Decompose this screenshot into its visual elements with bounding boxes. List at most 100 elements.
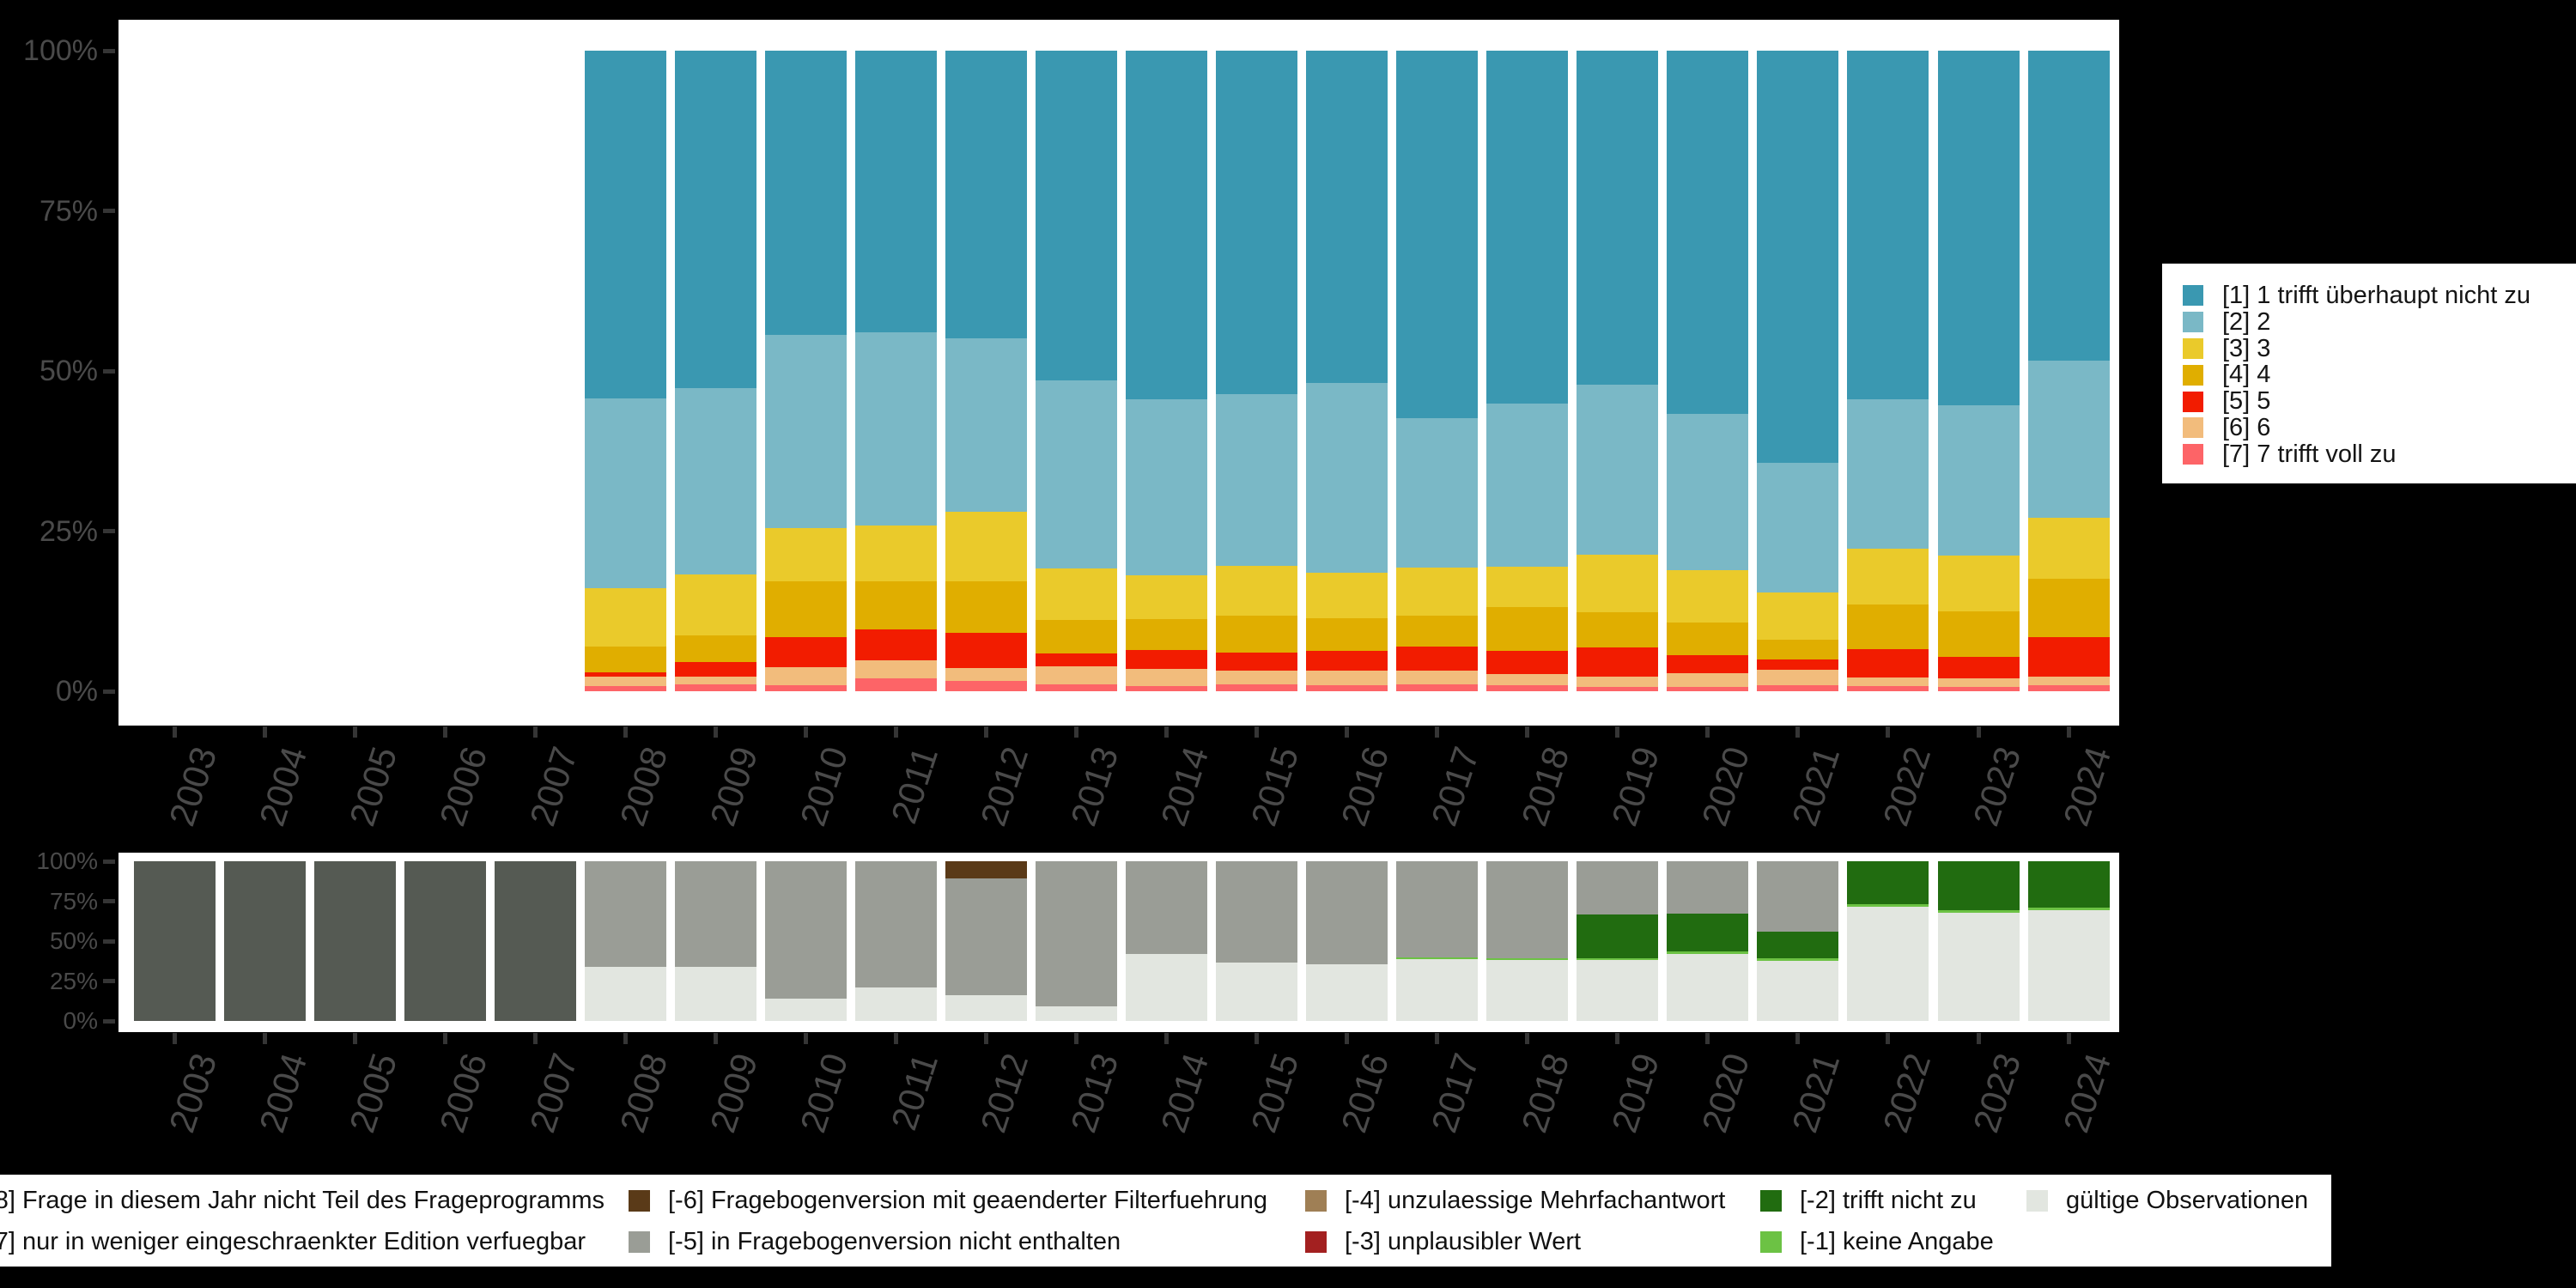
bar-segment (1667, 655, 1749, 674)
bar-segment (2027, 909, 2110, 1021)
bar-segment (1396, 957, 1479, 960)
bar-segment (945, 337, 1027, 513)
bar-segment (854, 51, 937, 333)
x-axis-label: 2024 (2055, 1048, 2118, 1138)
legend-label: [5] 5 (2222, 387, 2271, 416)
bar-missings-2024 (2027, 861, 2110, 1021)
bar-segment (854, 861, 937, 987)
y-tick (103, 48, 115, 53)
x-tick (1795, 1033, 1801, 1044)
y-axis-label: 100% (23, 34, 98, 67)
legend-label: [-8] Frage in diesem Jahr nicht Teil des… (0, 1186, 605, 1214)
bar-segment (674, 966, 756, 1021)
bar-segment (1396, 683, 1479, 691)
bar-segment (1486, 51, 1569, 404)
x-tick (1976, 726, 1981, 738)
bar-segment (1577, 384, 1659, 556)
bar-segment (1757, 958, 1839, 962)
x-axis-label: 2012 (972, 1048, 1036, 1138)
x-tick (1074, 726, 1078, 738)
bar-missings-2005 (313, 861, 396, 1021)
x-axis-label: 2005 (341, 742, 404, 831)
x-tick (172, 726, 177, 738)
bar-antworten-2017 (1396, 51, 1479, 691)
bar-segment (1216, 683, 1298, 691)
bar-segment (1757, 669, 1839, 686)
x-axis-label: 2009 (702, 1048, 766, 1138)
bar-segment (1757, 961, 1839, 1021)
bar-segment (1306, 51, 1388, 384)
bar-segment (1216, 963, 1298, 1021)
bar-segment (1126, 618, 1207, 651)
legend-swatch (1305, 1230, 1327, 1253)
x-tick (1886, 1033, 1891, 1044)
x-tick (713, 1033, 718, 1044)
bar-segment (1216, 393, 1298, 566)
bar-segment (854, 332, 937, 526)
x-axis-label: 2016 (1333, 1048, 1397, 1138)
bar-segment (764, 861, 847, 999)
bar-segment (1577, 861, 1659, 915)
x-tick (1255, 1033, 1260, 1044)
y-axis-label: 75% (39, 194, 98, 228)
legend-swatch (2183, 391, 2203, 412)
bar-segment (764, 580, 847, 638)
x-tick (1705, 1033, 1710, 1044)
bar-segment (1577, 51, 1659, 385)
legend-swatch (2183, 364, 2203, 386)
bar-antworten-2020 (1667, 51, 1749, 691)
bar-segment (764, 527, 847, 581)
x-axis-label: 2021 (1784, 1048, 1848, 1138)
bar-segment (1396, 959, 1479, 1021)
legend-label: [4] 4 (2222, 361, 2271, 389)
x-axis-label: 2008 (611, 1048, 676, 1138)
bar-missings-2016 (1306, 861, 1388, 1021)
bar-segment (2027, 676, 2110, 686)
bar-segment (313, 861, 396, 1021)
x-axis-label: 2018 (1514, 742, 1577, 831)
legend-responses: [1] 1 trifft überhaupt nicht zu [2] 2 [3] … (2162, 264, 2576, 483)
bar-segment (945, 633, 1027, 669)
x-tick (532, 1033, 538, 1044)
x-tick (983, 1033, 988, 1044)
x-axis-label: 2019 (1604, 742, 1668, 831)
bar-segment (1396, 418, 1479, 568)
y-axis-label: 25% (39, 514, 98, 548)
bar-segment (1847, 907, 1929, 1021)
x-axis-label: 2013 (1062, 1048, 1127, 1138)
x-axis-label: 2016 (1333, 742, 1397, 831)
legend-item: [-4] unzulaessige Mehrfachantwort (1305, 1185, 1725, 1216)
x-tick (1615, 1033, 1620, 1044)
bar-segment (1396, 861, 1479, 957)
bar-antworten-2011 (854, 51, 937, 691)
bar-segment (1486, 957, 1569, 961)
bar-segment (1486, 607, 1569, 651)
y-tick (103, 529, 115, 533)
bar-segment (1486, 650, 1569, 674)
bar-segment (1396, 568, 1479, 616)
bar-antworten-2018 (1486, 51, 1569, 691)
bar-segment (1667, 51, 1749, 414)
x-axis-label: 2015 (1242, 742, 1307, 831)
bar-segment (1937, 611, 2020, 657)
x-axis-label: 2022 (1874, 742, 1938, 831)
bar-antworten-2010 (764, 51, 847, 691)
bar-segment (1486, 404, 1569, 568)
bottom-chart-panel (118, 853, 2119, 1032)
bar-antworten-2008 (584, 51, 666, 691)
bar-missings-2017 (1396, 861, 1479, 1021)
bar-segment (584, 676, 666, 686)
x-axis-label: 2018 (1514, 1048, 1577, 1138)
bar-segment (1577, 957, 1659, 961)
x-tick (713, 726, 718, 738)
legend-swatch (629, 1189, 650, 1212)
bar-segment (1396, 51, 1479, 419)
bar-segment (1667, 623, 1749, 656)
legend-label: [3] 3 (2222, 334, 2271, 362)
bar-segment (1126, 574, 1207, 619)
x-axis-label: 2014 (1152, 742, 1217, 831)
y-tick (103, 209, 115, 213)
bar-segment (1486, 685, 1569, 691)
x-tick (262, 1033, 267, 1044)
bar-segment (1577, 914, 1659, 958)
